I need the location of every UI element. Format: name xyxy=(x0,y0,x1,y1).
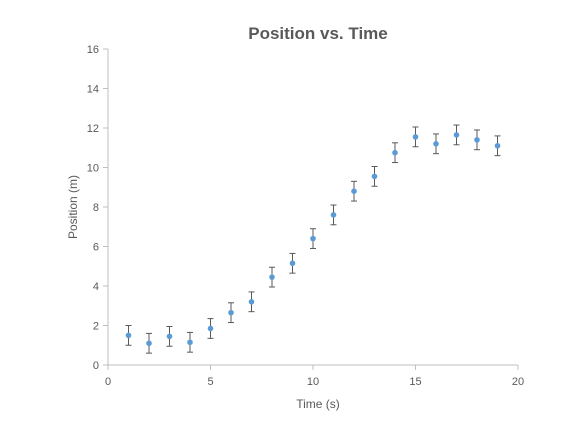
data-point xyxy=(494,135,501,157)
point-marker xyxy=(474,137,480,143)
data-point xyxy=(310,228,316,249)
x-axis: 0 5 10 15 20 xyxy=(105,364,524,388)
data-point xyxy=(392,142,398,164)
point-marker xyxy=(412,134,419,140)
data-point xyxy=(187,331,193,353)
data-point xyxy=(433,133,439,155)
x-tick-label: 5 xyxy=(207,376,213,388)
data-point xyxy=(289,252,296,274)
data-point xyxy=(228,302,234,324)
data-point xyxy=(125,325,132,346)
chart-title: Position vs. Time xyxy=(248,24,388,43)
point-marker xyxy=(187,339,193,346)
data-point xyxy=(371,166,378,187)
data-point xyxy=(248,291,255,313)
y-tick-label: 10 xyxy=(87,163,99,175)
point-marker xyxy=(392,149,398,156)
x-tick-label: 10 xyxy=(307,376,319,388)
point-marker xyxy=(248,299,255,305)
y-axis: 0 2 4 6 8 10 12 14 16 xyxy=(87,44,109,372)
point-marker xyxy=(433,141,439,147)
point-marker xyxy=(310,235,316,242)
data-point xyxy=(166,325,173,347)
data-point xyxy=(207,318,214,339)
data-series xyxy=(125,124,501,354)
data-point xyxy=(474,129,480,151)
y-tick-label: 8 xyxy=(93,202,99,214)
x-axis-title: Time (s) xyxy=(296,397,340,411)
data-point xyxy=(269,266,275,288)
point-marker xyxy=(207,325,214,332)
point-marker xyxy=(125,332,132,339)
data-point xyxy=(453,124,460,146)
data-point xyxy=(146,332,152,354)
point-marker xyxy=(494,142,501,149)
y-tick-label: 2 xyxy=(93,321,99,333)
x-tick-label: 15 xyxy=(409,376,421,388)
point-marker xyxy=(166,333,173,340)
y-tick-label: 14 xyxy=(87,84,99,96)
point-marker xyxy=(351,188,357,194)
point-marker xyxy=(228,309,234,316)
x-tick-label: 0 xyxy=(105,376,111,388)
y-tick-label: 12 xyxy=(87,123,99,135)
point-marker xyxy=(330,212,337,218)
point-marker xyxy=(289,260,296,267)
data-point xyxy=(412,126,419,148)
point-marker xyxy=(371,173,378,180)
y-tick-label: 6 xyxy=(93,242,99,254)
data-point xyxy=(330,204,337,226)
data-point xyxy=(351,180,357,202)
y-tick-label: 0 xyxy=(93,360,99,372)
y-axis-title: Position (m) xyxy=(66,175,80,239)
point-marker xyxy=(453,132,460,138)
y-tick-label: 4 xyxy=(93,281,99,293)
point-marker xyxy=(146,340,152,347)
x-tick-label: 20 xyxy=(512,376,524,388)
y-tick-label: 16 xyxy=(87,44,99,56)
point-marker xyxy=(269,274,275,280)
